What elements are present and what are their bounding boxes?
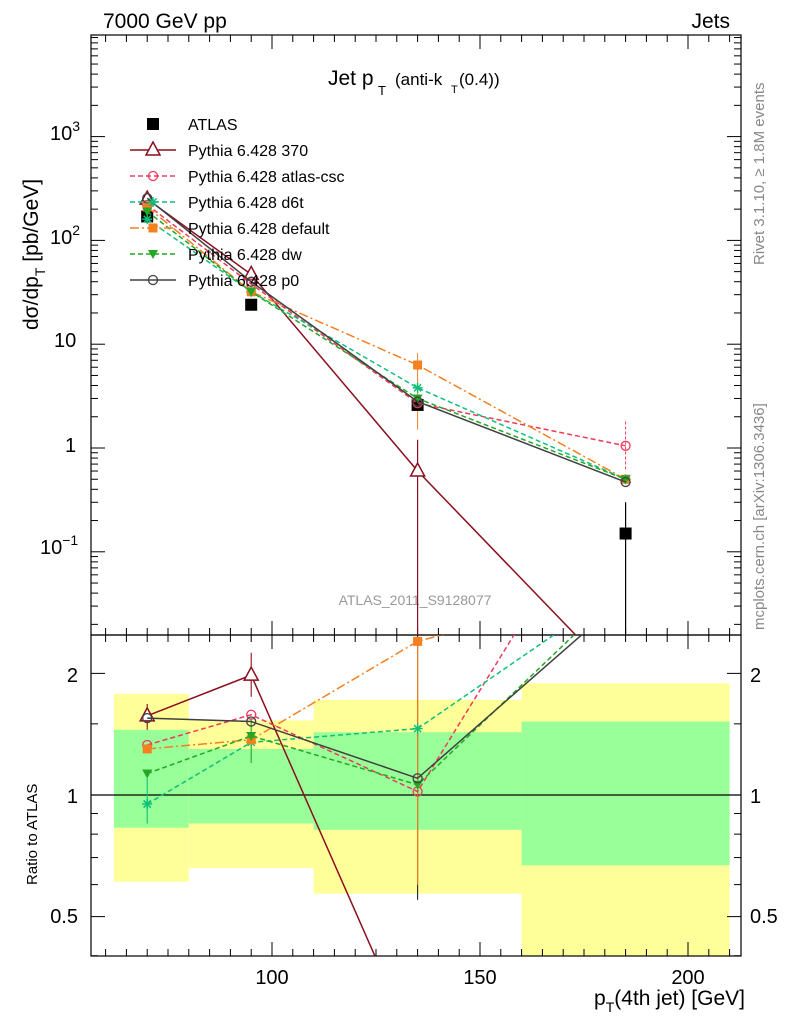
main-point-pythia-6-428-dw — [620, 475, 631, 485]
ratio-point-pythia-6-428-d6t-arm — [143, 799, 152, 809]
ratio-tick-1-right: 1 — [750, 786, 761, 808]
plot-title: Jet p T (anti-k T (0.4)) — [328, 67, 500, 98]
analysis-watermark: ATLAS_2011_S9128077 — [339, 592, 492, 608]
legend-marker-pythia-6-428-dw — [148, 250, 158, 259]
ratio-point-pythia-6-428-dw — [246, 731, 257, 741]
ratio-line-pythia-6-428-d6t — [146, 635, 555, 805]
legend-marker-atlas — [147, 118, 159, 130]
title-paren: (anti-k — [395, 70, 443, 89]
legend-label-pythia-6-428-atlas-csc: Pythia 6.428 atlas-csc — [188, 169, 345, 186]
main-line-pythia-6-428-370 — [146, 198, 577, 635]
ratio-tick-05-right: 0.5 — [750, 906, 778, 928]
rivet-version-text: Rivet 3.1.10, ≥ 1.8M events — [751, 83, 768, 266]
main-y-tick-labels: 103 102 10 1 10−1 — [40, 118, 80, 559]
ratio-point-pythia-6-428-default — [142, 744, 152, 754]
legend-label-pythia-6-428-dw: Pythia 6.428 dw — [188, 247, 302, 264]
main-point-pythia-6-428-p0 — [412, 396, 423, 407]
legend-marker-pythia-6-428-370 — [144, 140, 162, 156]
main-line-pythia-6-428-dw — [146, 210, 626, 480]
legend-label-pythia-6-428-default: Pythia 6.428 default — [188, 221, 330, 238]
main-line-pythia-6-428-d6t — [146, 218, 626, 480]
title-paren-sub: T — [451, 84, 458, 96]
y-tick-1: 1 — [65, 435, 76, 457]
y-tick-100: 102 — [50, 222, 80, 249]
main-point-pythia-6-428-default — [413, 360, 423, 370]
legend-marker-pythia-6-428-p0 — [147, 274, 159, 286]
ratio-tick-2-left: 2 — [67, 665, 78, 687]
main-clipped-group — [138, 189, 632, 635]
main-point-pythia-6-428-370 — [409, 461, 426, 477]
ratio-tick-05-left: 0.5 — [50, 906, 78, 928]
legend-marker-pythia-6-428-d6t — [148, 197, 158, 207]
ratio-line-pythia-6-428-p0 — [147, 635, 583, 780]
main-point-atlas — [619, 527, 632, 540]
legend-label-pythia-6-428-p0: Pythia 6.428 p0 — [188, 273, 299, 290]
main-point-pythia-6-428-default — [142, 202, 152, 212]
title-main-sub: T — [378, 83, 386, 98]
ratio-point-pythia-6-428-p0 — [246, 716, 257, 727]
title-paren-end: (0.4)) — [459, 70, 500, 89]
x-tick-100: 100 — [255, 967, 288, 989]
main-point-pythia-6-428-p0 — [246, 276, 257, 287]
x-axis-label: pT(4th jet) [GeV] — [594, 987, 745, 1015]
ratio-point-pythia-6-428-d6t-arm — [413, 724, 422, 733]
axis-ticks — [91, 35, 741, 957]
main-point-pythia-6-428-dw — [246, 287, 257, 297]
ratio-uncertainty-bands — [113, 683, 730, 956]
legend-marker-pythia-6-428-atlas-csc — [147, 170, 159, 182]
legend-label-pythia-6-428-d6t: Pythia 6.428 d6t — [188, 195, 304, 212]
x-tick-200: 200 — [671, 967, 704, 989]
main-point-pythia-6-428-atlas-csc — [620, 440, 631, 451]
ratio-point-pythia-6-428-p0 — [142, 712, 153, 724]
main-plot-series — [138, 189, 632, 635]
y-tick-1000: 103 — [50, 118, 80, 145]
header-process: Jets — [691, 10, 730, 33]
ratio-y-axis-label: Ratio to ATLAS — [24, 784, 41, 885]
legend-label-pythia-6-428-370: Pythia 6.428 370 — [188, 143, 308, 160]
ratio-point-pythia-6-428-dw — [142, 769, 153, 779]
main-point-atlas — [245, 298, 258, 311]
mcplots-credit-text: mcplots.cern.ch [arXiv:1306.3436] — [751, 403, 768, 630]
ratio-point-pythia-6-428-atlas-csc — [246, 709, 257, 720]
ratio-point-pythia-6-428-default — [413, 636, 423, 646]
legend: ATLAS Pythia 6.428 370 Pythia 6.428 atlas-… — [130, 117, 345, 290]
title-main: Jet p — [328, 67, 374, 90]
main-line-pythia-6-428-atlas-csc — [146, 204, 626, 447]
ratio-tick-1-left: 1 — [67, 786, 78, 808]
ratio-point-pythia-6-428-dw — [412, 780, 423, 790]
main-point-pythia-6-428-p0 — [620, 476, 631, 488]
legend-label-atlas: ATLAS — [188, 117, 238, 134]
ratio-line-pythia-6-428-dw — [146, 635, 576, 786]
ratio-point-pythia-6-428-370 — [242, 665, 260, 681]
main-line-pythia-6-428-p0 — [146, 197, 626, 483]
main-point-pythia-6-428-d6t-arm — [413, 383, 422, 392]
ratio-tick-2-right: 2 — [750, 665, 761, 687]
main-y-axis-label: dσ/dpT [pb/GeV] — [20, 179, 48, 330]
main-point-pythia-6-428-d6t — [412, 382, 423, 393]
band-green-3 — [521, 721, 730, 866]
x-tick-labels: 100 150 200 — [255, 967, 704, 989]
header-energy: 7000 GeV pp — [103, 10, 227, 33]
legend-marker-pythia-6-428-default — [148, 223, 158, 233]
ratio-line-pythia-6-428-default — [147, 635, 445, 750]
ratio-y-tick-labels: 2 1 0.5 2 1 0.5 — [50, 665, 778, 928]
ratio-point-pythia-6-428-d6t — [412, 723, 423, 734]
ratio-clipped-group — [138, 635, 583, 956]
ratio-plot-series — [138, 635, 583, 956]
x-tick-150: 150 — [463, 967, 496, 989]
y-tick-10: 10 — [54, 330, 76, 352]
main-point-pythia-6-428-dw — [142, 207, 153, 217]
main-point-pythia-6-428-dw — [412, 394, 423, 404]
ratio-point-pythia-6-428-p0 — [412, 773, 423, 784]
main-line-pythia-6-428-default — [146, 206, 626, 480]
ratio-point-pythia-6-428-d6t — [142, 798, 153, 809]
main-point-pythia-6-428-d6t-arm — [143, 215, 152, 224]
main-point-pythia-6-428-d6t — [142, 214, 153, 225]
legend-marker-pythia-6-428-d6t-arm — [148, 197, 158, 207]
y-tick-0.1: 10−1 — [40, 532, 78, 559]
